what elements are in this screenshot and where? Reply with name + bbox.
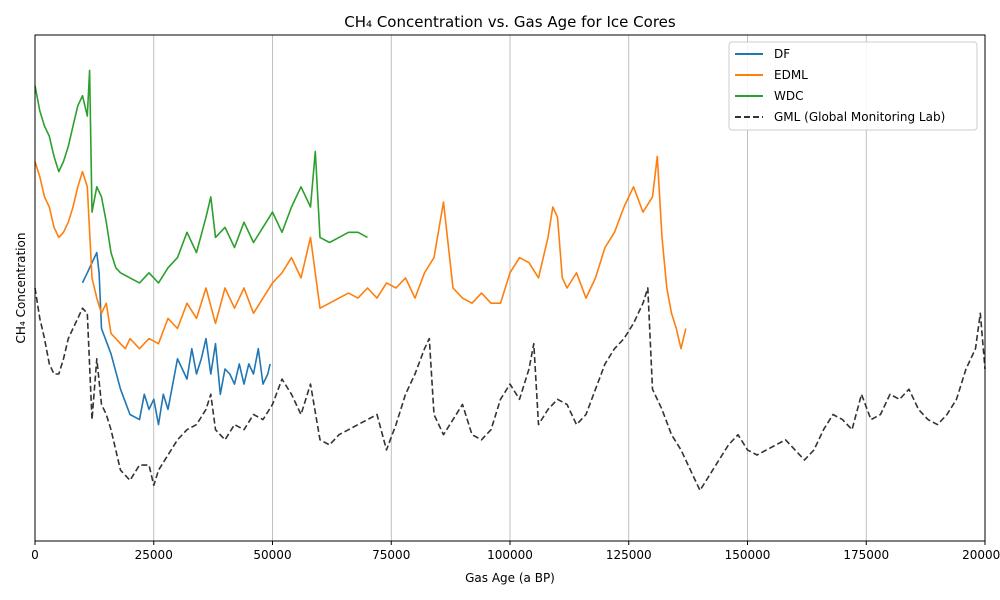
x-tick-label: 150000 xyxy=(725,548,771,562)
x-tick-label: 100000 xyxy=(487,548,533,562)
x-tick-label: 0 xyxy=(31,548,39,562)
series-line-wdc xyxy=(34,69,368,284)
legend-label-wdc: WDC xyxy=(774,89,803,103)
x-tick-label: 25000 xyxy=(135,548,173,562)
y-axis-title: CH₄ Concentration xyxy=(14,233,28,344)
x-axis-title: Gas Age (a BP) xyxy=(465,571,555,585)
x-tick-label: 200000 xyxy=(962,548,1000,562)
series-line-df xyxy=(81,251,271,426)
legend-label-df: DF xyxy=(774,47,790,61)
legend-box xyxy=(728,41,978,131)
x-tick-label: 175000 xyxy=(843,548,889,562)
x-tick-label: 75000 xyxy=(372,548,410,562)
legend-label-edml: EDML xyxy=(774,68,808,82)
x-tick-label: 50000 xyxy=(253,548,291,562)
x-gridlines xyxy=(153,35,867,541)
series-line-gml xyxy=(34,287,986,492)
legend-label-gml: GML (Global Monitoring Lab) xyxy=(774,110,945,124)
x-tick-label: 125000 xyxy=(606,548,652,562)
series-line-edml xyxy=(34,155,687,350)
legend: DF EDML WDC GML (Global Monitoring Lab) xyxy=(728,41,978,131)
x-axis-ticks: 0 25000 50000 75000 100000 125000 150000 175000… xyxy=(31,541,1000,562)
chart-title: CH₄ Concentration vs. Gas Age for Ice Co… xyxy=(344,13,676,31)
series-lines xyxy=(34,69,986,492)
